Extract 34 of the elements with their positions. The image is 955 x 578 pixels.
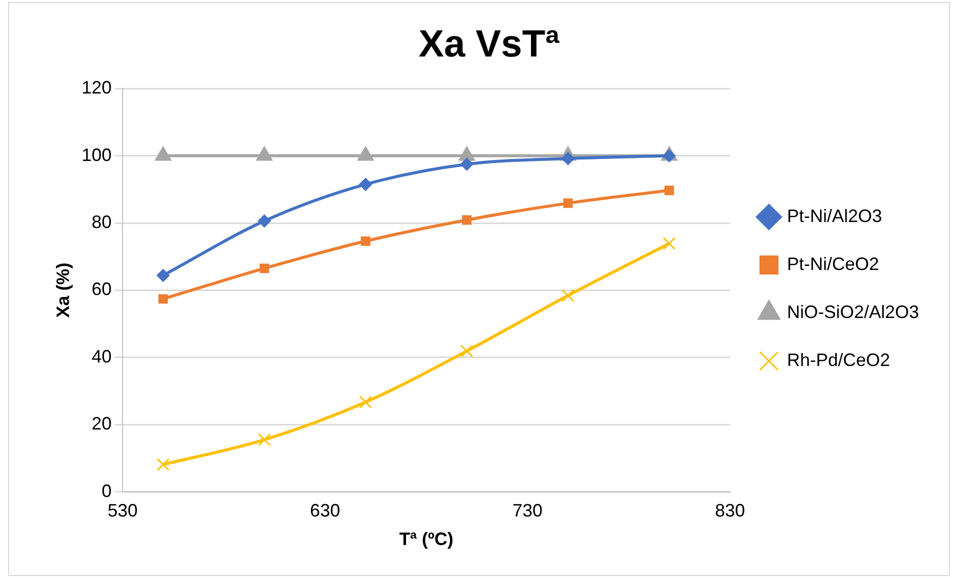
y-tick-label: 40 [92, 346, 112, 366]
point [664, 186, 674, 196]
y-tick-label: 100 [82, 144, 112, 165]
point [460, 158, 474, 171]
point [156, 458, 170, 471]
point [462, 215, 472, 225]
point [258, 433, 271, 446]
legend-label: Rh-Pd/CeO2 [786, 350, 890, 370]
y-tick-label: 60 [92, 279, 112, 300]
point [662, 237, 676, 250]
legend-label: Pt-Ni/Al2O3 [786, 206, 882, 226]
point [562, 289, 574, 302]
y-axis-title: Xa (%) [52, 262, 73, 318]
legend-label: NiO-SiO2/Al2O3 [786, 302, 920, 322]
y-tick-label: 80 [92, 212, 112, 232]
point [258, 214, 271, 228]
x-axis-title: Tª (ºC) [399, 529, 454, 550]
point [156, 268, 170, 282]
point [360, 236, 370, 246]
x-tick-label: 530 [108, 500, 138, 521]
x-tick-label: 630 [310, 500, 340, 521]
point [563, 198, 573, 208]
y-tick-label: 120 [82, 78, 112, 98]
point [260, 264, 270, 274]
x-tick-label: 730 [512, 500, 543, 521]
point [359, 178, 372, 191]
chart-title: Xa VsTª [418, 23, 560, 66]
y-tick-label: 0 [102, 480, 112, 501]
point [460, 344, 474, 358]
point [359, 396, 372, 408]
x-tick-label: 830 [714, 500, 745, 521]
y-tick-label: 20 [92, 414, 112, 434]
legend-label: Pt-Ni/CeO2 [786, 254, 879, 274]
point [158, 294, 168, 304]
